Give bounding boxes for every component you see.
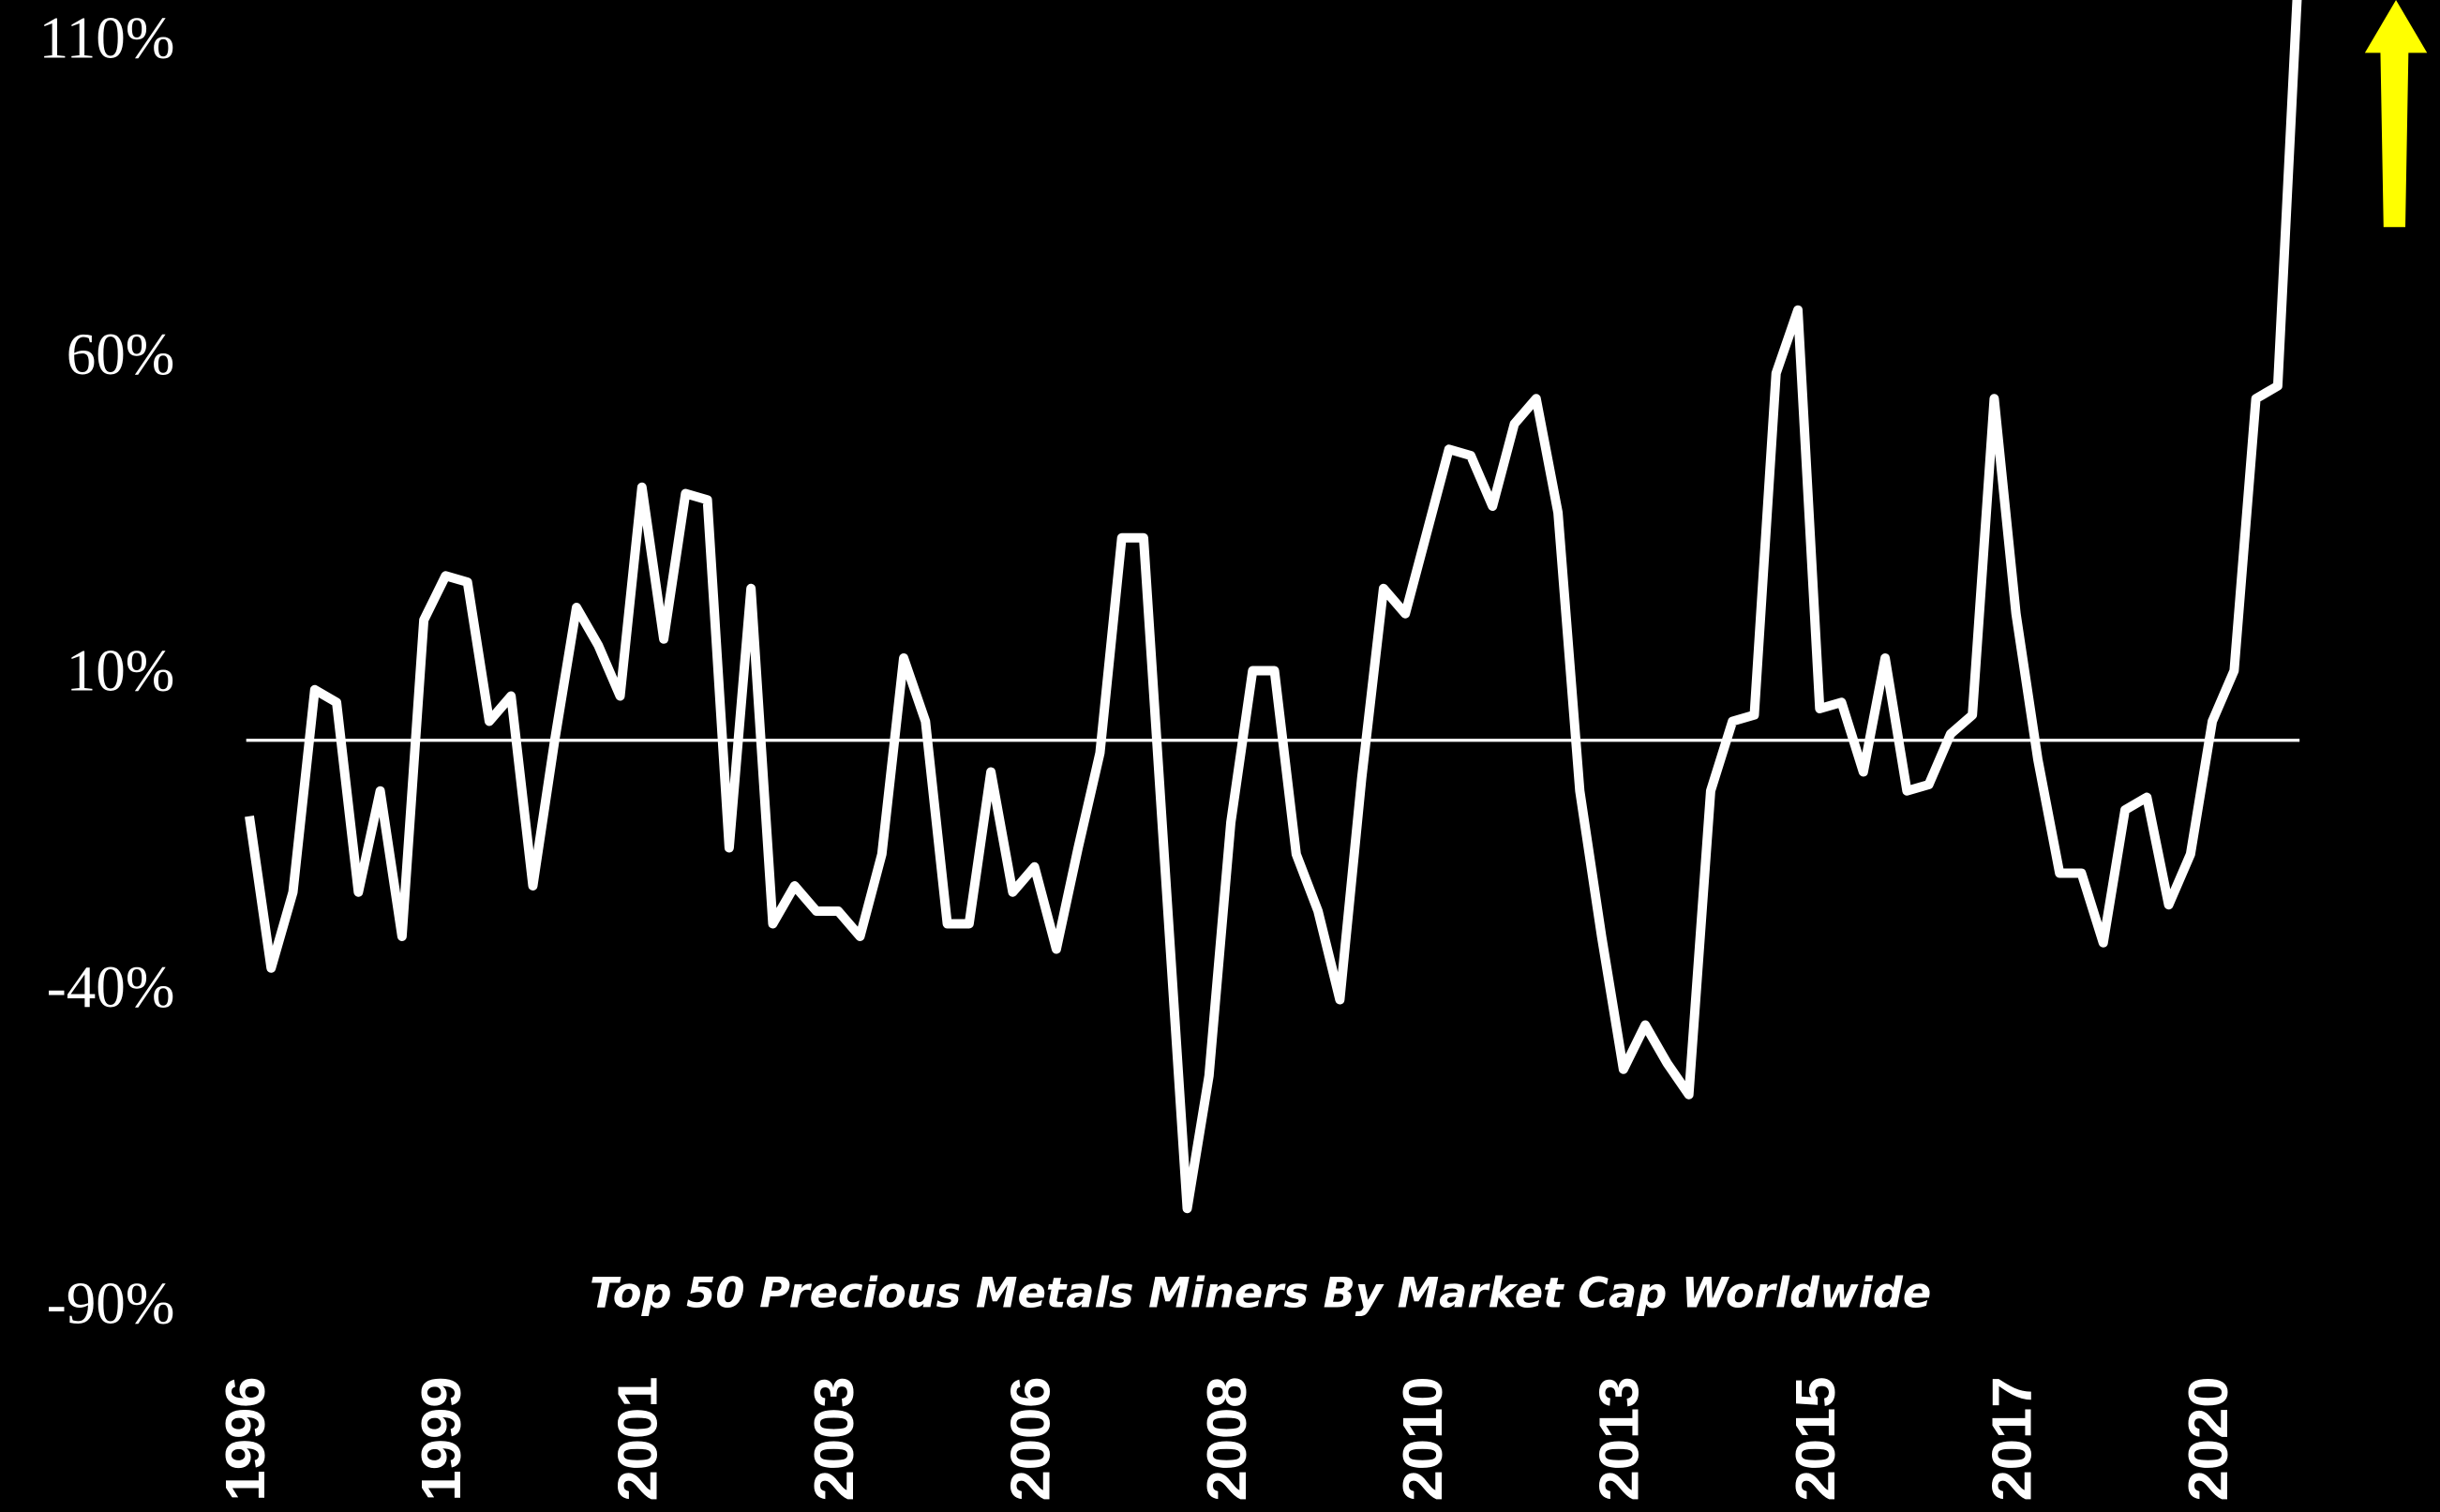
- y-tick-label: -40%: [47, 954, 175, 1020]
- x-tick-label: 2010: [1391, 1377, 1454, 1502]
- x-tick-label: 2015: [1784, 1377, 1847, 1502]
- x-tick-label: 2013: [1588, 1377, 1651, 1502]
- y-tick-label: 110%: [39, 6, 175, 71]
- x-tick-label: 2001: [606, 1377, 669, 1502]
- x-tick-label: 2006: [998, 1377, 1061, 1502]
- x-tick-label: 2008: [1195, 1377, 1258, 1502]
- x-tick-label: 2020: [2177, 1377, 2239, 1502]
- y-tick-label: -90%: [47, 1271, 175, 1337]
- x-tick-label: 1999: [410, 1377, 472, 1502]
- plot-area: [245, 0, 2302, 1214]
- up-arrow: [2364, 0, 2428, 228]
- arrow-shape: [2364, 0, 2428, 228]
- chart-title: Top 50 Precious Metals Miners By Market …: [590, 1267, 1931, 1317]
- y-tick-label: 60%: [67, 322, 175, 387]
- x-tick-label: 2003: [802, 1377, 865, 1502]
- data-line: [245, 0, 2302, 1214]
- x-tick-label: 1996: [214, 1377, 277, 1502]
- y-tick-label: 10%: [67, 638, 175, 704]
- x-tick-label: 2017: [1980, 1377, 2043, 1502]
